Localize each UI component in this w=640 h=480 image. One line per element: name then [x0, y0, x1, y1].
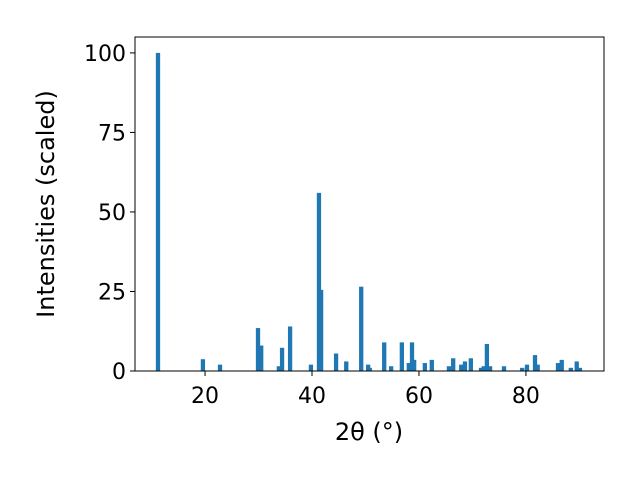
bar	[555, 363, 561, 371]
bar	[459, 364, 464, 371]
bar	[389, 366, 394, 371]
bar	[367, 367, 372, 371]
bar	[412, 359, 417, 371]
bar	[559, 359, 564, 371]
bar	[318, 289, 324, 371]
bar	[259, 345, 264, 371]
bar	[255, 328, 261, 371]
bar	[532, 355, 538, 371]
bar	[409, 342, 415, 371]
bar	[478, 367, 484, 371]
bar	[406, 363, 411, 371]
x-tick-label: 60	[405, 384, 433, 409]
y-tick-label: 25	[98, 280, 126, 305]
bar	[422, 363, 427, 371]
bar	[446, 366, 452, 371]
bar	[484, 343, 490, 371]
bar	[217, 364, 223, 371]
bar	[520, 367, 525, 371]
bar	[487, 366, 493, 371]
bar	[308, 364, 314, 371]
bar	[577, 367, 583, 371]
y-tick-label: 75	[98, 121, 126, 146]
bar	[333, 353, 339, 371]
bar	[468, 358, 473, 371]
bar	[344, 361, 349, 371]
bar	[462, 361, 468, 371]
x-tick-label: 20	[191, 384, 219, 409]
bar	[524, 364, 530, 371]
bar	[359, 286, 364, 371]
x-tick-label: 80	[512, 384, 540, 409]
bar	[399, 342, 404, 371]
plot-frame	[134, 36, 605, 372]
bar	[276, 366, 281, 371]
bar	[501, 366, 507, 371]
bar	[481, 366, 486, 371]
bar	[155, 52, 161, 372]
y-tick-label: 100	[84, 42, 126, 67]
bar	[574, 361, 579, 371]
bar	[535, 364, 540, 371]
bar	[451, 358, 456, 371]
bar	[366, 364, 371, 371]
bar	[382, 342, 387, 371]
bar	[316, 192, 322, 371]
y-tick-label: 50	[98, 201, 126, 226]
bar	[429, 359, 434, 371]
x-tick-label: 40	[298, 384, 326, 409]
bar	[287, 326, 293, 371]
bar	[200, 359, 206, 371]
x-axis-label: 2θ (°)	[335, 418, 403, 446]
y-axis-label: Intensities (scaled)	[32, 90, 60, 318]
bar	[279, 347, 285, 371]
bar	[568, 367, 573, 371]
y-tick-label: 0	[112, 360, 126, 385]
